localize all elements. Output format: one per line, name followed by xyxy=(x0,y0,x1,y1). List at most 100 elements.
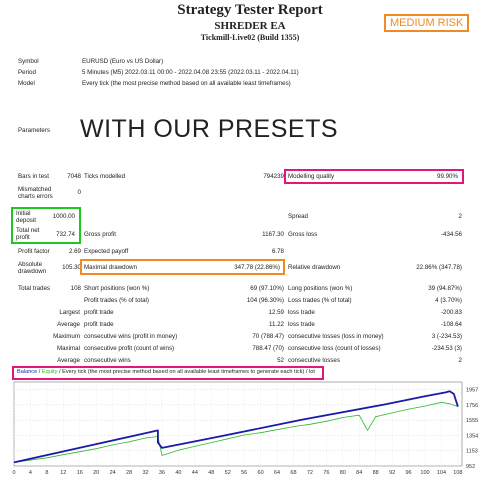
parameters-label: Parameters xyxy=(18,127,50,134)
acl-value: 2 xyxy=(458,357,462,364)
period-value: 5 Minutes (M5) 2022.03.11 00:00 - 2022.0… xyxy=(82,69,299,76)
lp-label: profit trade xyxy=(84,309,114,316)
y-tick-label: 1756 xyxy=(466,403,478,409)
x-tick-label: 104 xyxy=(437,470,446,476)
largest-label: Largest xyxy=(59,309,80,316)
quality-value: 99.90% xyxy=(437,173,458,180)
bars-value: 7048 xyxy=(67,173,81,180)
mismatched-value: 0 xyxy=(77,189,81,196)
mcp-label: consecutive profit (count of wins) xyxy=(84,345,175,352)
spread-value: 2 xyxy=(458,213,462,220)
x-tick-label: 76 xyxy=(323,470,329,476)
grossprofit-value: 1167.30 xyxy=(262,231,284,238)
x-tick-label: 4 xyxy=(29,470,32,476)
pt-value: 104 (96.30%) xyxy=(246,297,284,304)
al-label: loss trade xyxy=(288,321,315,328)
ep-label: Expected payoff xyxy=(84,248,129,255)
mcl-value: 3 (-234.53) xyxy=(431,333,462,340)
report-title: Strategy Tester Report xyxy=(177,2,323,18)
average-label: Average xyxy=(57,321,80,328)
x-tick-label: 72 xyxy=(307,470,313,476)
x-tick-label: 0 xyxy=(12,470,15,476)
model-value: Every tick (the most precise method base… xyxy=(82,80,291,87)
legend-equity: Equity xyxy=(41,369,58,375)
x-tick-label: 84 xyxy=(356,470,362,476)
initial-value: 1000.00 xyxy=(52,213,75,220)
symbol-value: EURUSD (Euro vs US Dollar) xyxy=(82,58,164,65)
mcll-label: consecutive loss (count of losses) xyxy=(288,345,381,352)
period-label: Period xyxy=(18,69,36,76)
acl-label: consecutive losses xyxy=(288,357,340,364)
x-tick-label: 36 xyxy=(159,470,165,476)
x-tick-label: 44 xyxy=(192,470,198,476)
quality-label: Modelling quality xyxy=(288,173,335,180)
legend-sep: / xyxy=(37,369,42,375)
acw-label: consecutive wins xyxy=(84,357,131,364)
grossprofit-label: Gross profit xyxy=(84,231,116,238)
legend-balance: Balance xyxy=(17,369,38,375)
pf-value: 2.69 xyxy=(68,248,81,255)
absdd-value: 105.30 xyxy=(62,264,81,271)
x-tick-label: 40 xyxy=(175,470,181,476)
lt-label: Loss trades (% of total) xyxy=(288,297,352,304)
y-tick-label: 1153 xyxy=(466,449,478,455)
netprofit-value: 732.74 xyxy=(56,231,75,238)
x-tick-label: 52 xyxy=(225,470,231,476)
long-value: 39 (94.87%) xyxy=(428,285,462,292)
ll-label: loss trade xyxy=(288,309,315,316)
maxdd-highlight xyxy=(80,259,285,275)
ticks-label: Ticks modelled xyxy=(84,173,126,180)
x-tick-label: 48 xyxy=(208,470,214,476)
trades-value: 108 xyxy=(70,285,81,292)
x-tick-label: 88 xyxy=(373,470,379,476)
mcw-label: consecutive wins (profit in money) xyxy=(84,333,178,340)
chart-legend-highlight xyxy=(12,366,324,380)
long-label: Long positions (won %) xyxy=(288,285,353,292)
x-tick-label: 96 xyxy=(406,470,412,476)
acw-value: 52 xyxy=(277,357,284,364)
x-tick-label: 28 xyxy=(126,470,132,476)
initial-label: Initial xyxy=(16,210,31,217)
ea-name: SHREDER EA xyxy=(214,20,286,32)
x-tick-label: 92 xyxy=(389,470,395,476)
maxdd-label: Maximal drawdown xyxy=(84,264,137,271)
short-label: Short positions (won %) xyxy=(84,285,150,292)
mismatched-label: Mismatched xyxy=(18,186,52,193)
risk-badge: MEDIUM RISK xyxy=(384,14,470,32)
maximum-label: Maximum xyxy=(53,333,80,340)
pf-label: Profit factor xyxy=(18,248,50,255)
ticks-value: 794239 xyxy=(263,173,284,180)
x-tick-label: 64 xyxy=(274,470,280,476)
ap-value: 11.22 xyxy=(268,321,284,328)
trades-label: Total trades xyxy=(18,285,50,292)
y-tick-label: 1555 xyxy=(466,418,478,424)
y-tick-label: 1354 xyxy=(466,433,478,439)
initial-label-2: deposit xyxy=(16,217,36,224)
netprofit-label-2: profit xyxy=(16,234,30,241)
grossloss-value: -434.56 xyxy=(441,231,462,238)
chart-plot-area xyxy=(13,381,463,467)
spread-label: Spread xyxy=(288,213,308,220)
netprofit-label: Total net xyxy=(16,227,40,234)
mcp-value: 788.47 (70) xyxy=(252,345,284,352)
x-tick-label: 68 xyxy=(290,470,296,476)
y-tick-label: 952 xyxy=(466,464,475,470)
ap-label: profit trade xyxy=(84,321,114,328)
mcl-label: consecutive losses (loss in money) xyxy=(288,333,384,340)
short-value: 69 (97.10%) xyxy=(250,285,284,292)
average2-label: Average xyxy=(57,357,80,364)
grossloss-label: Gross loss xyxy=(288,231,318,238)
series-line-balance xyxy=(13,390,459,464)
x-tick-label: 16 xyxy=(77,470,83,476)
x-tick-label: 8 xyxy=(45,470,48,476)
y-tick-label: 1957 xyxy=(466,388,478,394)
lt-value: 4 (3.70%) xyxy=(435,297,462,304)
deposit-profit-highlight xyxy=(11,207,81,244)
absdd-label: Absolute xyxy=(18,261,43,268)
ll-value: -200.83 xyxy=(441,309,462,316)
lp-value: 12.59 xyxy=(268,309,284,316)
mcll-value: -234.53 (3) xyxy=(431,345,462,352)
x-tick-label: 60 xyxy=(258,470,264,476)
pt-label: Profit trades (% of total) xyxy=(84,297,149,304)
quality-highlight xyxy=(284,169,464,184)
